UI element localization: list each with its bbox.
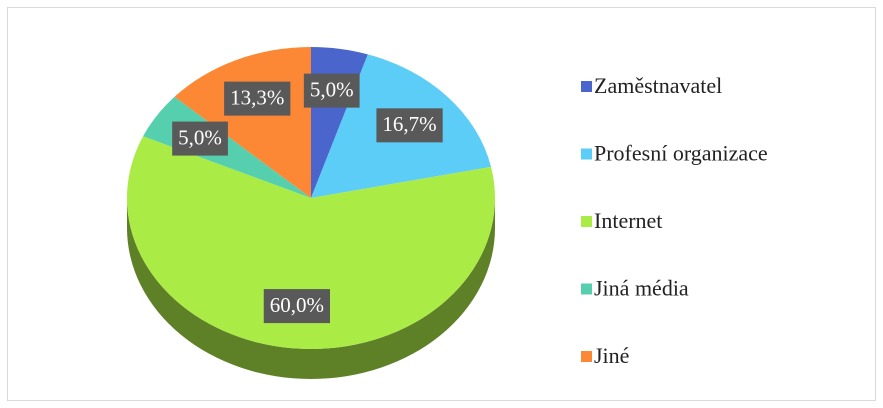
legend-label: Jiné — [594, 343, 629, 368]
data-label: 5,0% — [310, 77, 354, 101]
legend-swatch — [581, 81, 592, 92]
slice-side — [127, 198, 495, 379]
legend-label: Zaměstnavatel — [594, 73, 722, 98]
data-label-box — [376, 108, 443, 143]
data-label: 60,0% — [270, 293, 324, 317]
legend-label: Jiná média — [594, 276, 689, 301]
data-label: 16,7% — [382, 112, 436, 136]
data-label-box — [224, 81, 291, 116]
slice — [127, 136, 496, 349]
legend-label: Internet — [594, 208, 662, 233]
legend-swatch — [581, 283, 592, 295]
legend-swatch — [581, 351, 592, 362]
legend-swatch — [581, 216, 592, 227]
data-label-box — [303, 73, 360, 108]
data-label-box — [263, 289, 331, 324]
legend-swatch — [581, 148, 592, 160]
data-label: 5,0% — [178, 125, 222, 149]
legend-label: Profesní organizace — [594, 141, 768, 166]
data-label-box — [172, 121, 228, 156]
data-label: 13,3% — [230, 85, 284, 109]
